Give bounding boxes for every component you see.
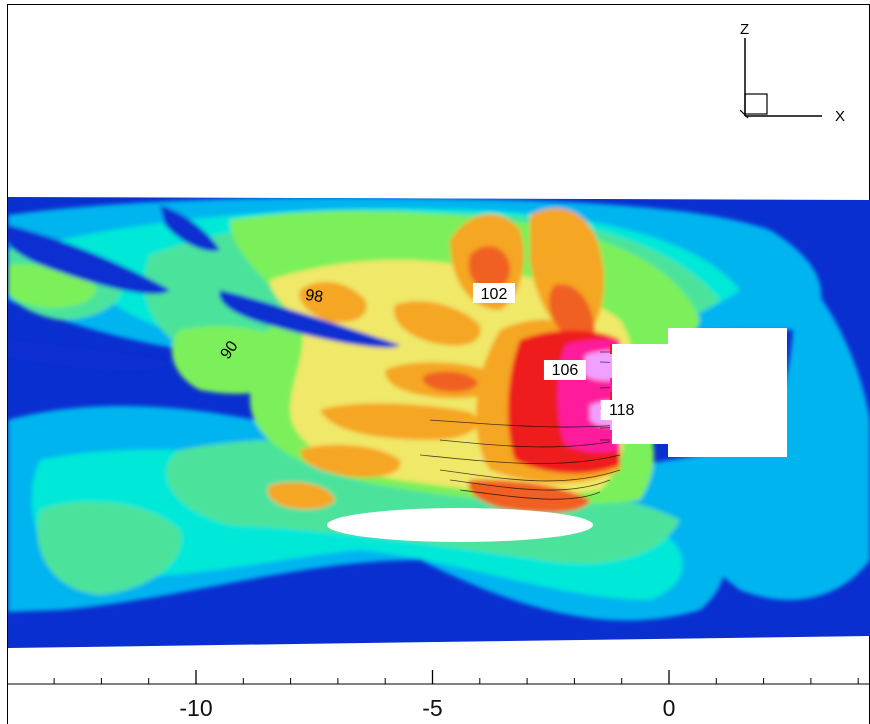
label-box: [472, 283, 515, 303]
contour-label-102: 102: [472, 283, 515, 303]
axis-triad: [739, 38, 822, 119]
contour-line: [449, 479, 611, 491]
lobe-orange-low-1: [300, 444, 401, 478]
x-tick-labels: -10 -5 0: [179, 695, 675, 721]
contour-line: [439, 439, 621, 448]
contour-lines: [419, 351, 666, 500]
contour-label-text: 106: [552, 362, 579, 379]
x-tick-label: -10: [179, 695, 212, 721]
contour-label-118: 118: [600, 400, 643, 420]
contour-line: [429, 419, 621, 428]
lobe-orange-mid-3: [320, 403, 478, 440]
label-box: [600, 400, 643, 420]
lobe-red-mid: [423, 371, 478, 392]
triad-y-tick: [739, 109, 749, 119]
lobe-red-low: [468, 479, 590, 513]
label-box: [543, 360, 586, 380]
streak-dark-blue-2: [8, 225, 170, 294]
contour-labels: 98 90 102 106 118: [217, 283, 643, 420]
lobe-red-102: [468, 246, 511, 291]
x-minor-ticks: [53, 678, 859, 684]
contour-line: [439, 469, 621, 482]
lobe-red-top-right: [548, 284, 595, 342]
streak-dark-blue-3: [160, 205, 220, 252]
contour-line: [419, 454, 621, 464]
band-green-left-blob: [37, 501, 182, 595]
contour-line: [459, 489, 601, 500]
lobe-orange-low-2: [267, 482, 335, 510]
body-cutout: [612, 328, 787, 457]
contour-label-text: 102: [481, 286, 508, 303]
triad-x-label: X: [835, 108, 845, 125]
contour-label-98: 98: [304, 287, 324, 306]
triad-z-label: Z: [740, 21, 749, 38]
x-tick-label: -5: [422, 695, 442, 721]
contour-label-text: 118: [609, 402, 635, 419]
streak-dark-blue-4: [8, 340, 170, 371]
x-major-ticks: [195, 670, 670, 684]
contour-label-106: 106: [543, 360, 586, 380]
x-tick-label: 0: [663, 695, 676, 721]
triad-box: [744, 93, 768, 115]
lobe-orange-mid-1: [394, 301, 481, 346]
ellipse-cutout: [327, 508, 593, 542]
contour-label-text: 98: [304, 287, 324, 306]
lobe-orange-98: [299, 281, 367, 323]
streak-dark-blue-1: [219, 290, 400, 348]
